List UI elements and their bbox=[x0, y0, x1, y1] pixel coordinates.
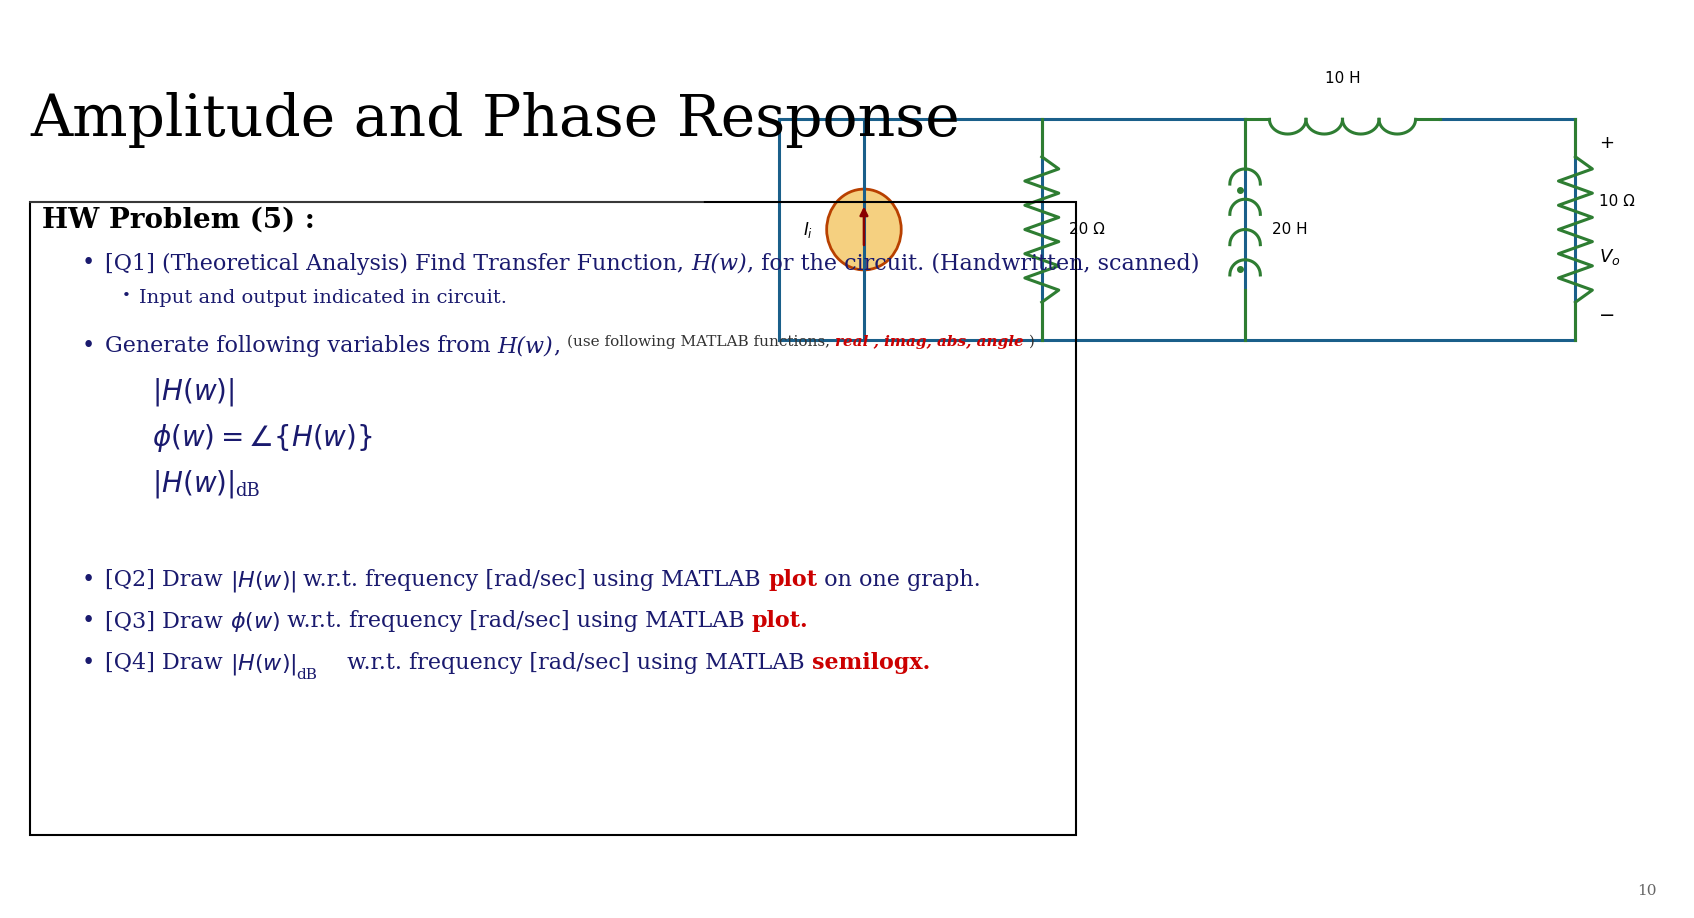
Text: real , imag, abs, angle: real , imag, abs, angle bbox=[835, 335, 1025, 349]
Text: H(w): H(w) bbox=[498, 335, 554, 357]
Text: ,: , bbox=[554, 335, 561, 357]
Text: •: • bbox=[81, 569, 95, 591]
Text: $|H(w)|$: $|H(w)|$ bbox=[230, 569, 296, 594]
Text: ): ) bbox=[1025, 335, 1035, 349]
Text: $|H(w)|$: $|H(w)|$ bbox=[152, 376, 235, 409]
Text: +: + bbox=[1599, 134, 1614, 152]
Text: $V_o$: $V_o$ bbox=[1599, 247, 1621, 267]
Circle shape bbox=[827, 189, 901, 270]
Text: •: • bbox=[122, 289, 130, 303]
Text: $\phi(w) = \angle\{H(w)\}$: $\phi(w) = \angle\{H(w)\}$ bbox=[152, 422, 373, 454]
Text: dB: dB bbox=[296, 668, 317, 682]
Text: Amplitude and Phase Response: Amplitude and Phase Response bbox=[30, 92, 960, 148]
Text: [Q4] Draw: [Q4] Draw bbox=[105, 652, 230, 674]
Text: (use following MATLAB functions,: (use following MATLAB functions, bbox=[567, 335, 835, 350]
Text: 10 Ω: 10 Ω bbox=[1599, 195, 1635, 209]
Text: Input and output indicated in circuit.: Input and output indicated in circuit. bbox=[139, 289, 507, 308]
Text: •: • bbox=[81, 652, 95, 674]
Text: $|H(w)|$: $|H(w)|$ bbox=[152, 468, 235, 500]
Text: w.r.t. frequency [rad/sec] using MATLAB: w.r.t. frequency [rad/sec] using MATLAB bbox=[296, 569, 767, 591]
Text: −: − bbox=[1599, 306, 1616, 325]
Text: on one graph.: on one graph. bbox=[817, 569, 981, 591]
Text: [Q1] (Theoretical Analysis) Find Transfer Function,: [Q1] (Theoretical Analysis) Find Transfe… bbox=[105, 252, 691, 274]
Text: 20 Ω: 20 Ω bbox=[1069, 222, 1104, 237]
Text: •: • bbox=[81, 610, 95, 633]
Text: semilogx.: semilogx. bbox=[811, 652, 930, 674]
Text: Generate following variables from: Generate following variables from bbox=[105, 335, 498, 357]
Text: w.r.t. frequency [rad/sec] using MATLAB: w.r.t. frequency [rad/sec] using MATLAB bbox=[340, 652, 811, 674]
Text: H(w): H(w) bbox=[691, 252, 747, 274]
Text: plot.: plot. bbox=[752, 610, 808, 633]
Text: plot: plot bbox=[767, 569, 817, 591]
Text: 10 H: 10 H bbox=[1325, 72, 1360, 86]
Text: 20 H: 20 H bbox=[1272, 222, 1308, 237]
Text: [Q2] Draw: [Q2] Draw bbox=[105, 569, 230, 591]
Text: $\phi(w)$: $\phi(w)$ bbox=[230, 610, 280, 634]
Text: [Q3] Draw: [Q3] Draw bbox=[105, 610, 230, 633]
Text: •: • bbox=[81, 252, 95, 274]
Text: HW Problem (5) :: HW Problem (5) : bbox=[42, 207, 315, 233]
Text: $|H(w)|$: $|H(w)|$ bbox=[230, 652, 296, 677]
Text: $I_i$: $I_i$ bbox=[803, 219, 813, 240]
Text: 10: 10 bbox=[1636, 884, 1657, 898]
Text: •: • bbox=[81, 335, 95, 357]
Text: dB: dB bbox=[235, 482, 259, 500]
Text: w.r.t. frequency [rad/sec] using MATLAB: w.r.t. frequency [rad/sec] using MATLAB bbox=[280, 610, 752, 633]
Text: , for the circuit. (Handwritten, scanned): , for the circuit. (Handwritten, scanned… bbox=[747, 252, 1199, 274]
